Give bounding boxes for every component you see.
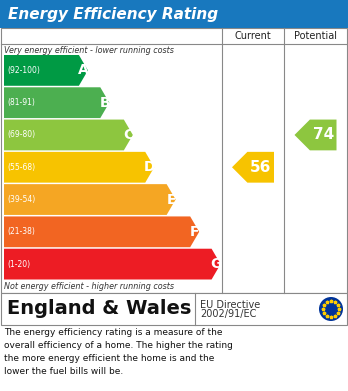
Text: B: B — [100, 96, 110, 110]
Text: F: F — [190, 225, 199, 239]
Text: (39-54): (39-54) — [7, 195, 35, 204]
Polygon shape — [4, 87, 109, 118]
Text: Not energy efficient - higher running costs: Not energy efficient - higher running co… — [4, 282, 174, 291]
Text: (1-20): (1-20) — [7, 260, 30, 269]
Text: England & Wales: England & Wales — [7, 300, 191, 319]
Text: C: C — [123, 128, 134, 142]
Text: (55-68): (55-68) — [7, 163, 35, 172]
Text: EU Directive: EU Directive — [200, 300, 260, 310]
Text: D: D — [144, 160, 156, 174]
Text: (81-91): (81-91) — [7, 98, 35, 107]
Text: (21-38): (21-38) — [7, 227, 35, 236]
Text: (92-100): (92-100) — [7, 66, 40, 75]
Polygon shape — [294, 120, 337, 151]
Text: The energy efficiency rating is a measure of the
overall efficiency of a home. T: The energy efficiency rating is a measur… — [4, 328, 233, 375]
Text: Energy Efficiency Rating: Energy Efficiency Rating — [8, 7, 218, 22]
Text: E: E — [166, 192, 176, 206]
Polygon shape — [232, 152, 274, 183]
Bar — [1, 293, 347, 325]
Text: Potential: Potential — [294, 31, 337, 41]
Polygon shape — [4, 184, 176, 215]
Text: A: A — [78, 63, 89, 77]
Text: 56: 56 — [250, 160, 271, 175]
Circle shape — [319, 297, 343, 321]
Text: 74: 74 — [313, 127, 334, 142]
Polygon shape — [4, 120, 133, 151]
Text: (69-80): (69-80) — [7, 131, 35, 140]
Text: 2002/91/EC: 2002/91/EC — [200, 309, 256, 319]
Text: G: G — [211, 257, 222, 271]
Text: Very energy efficient - lower running costs: Very energy efficient - lower running co… — [4, 46, 174, 55]
Polygon shape — [4, 152, 154, 183]
Bar — [1, 28, 347, 293]
Bar — [0, 0, 348, 28]
Polygon shape — [4, 217, 199, 247]
Polygon shape — [4, 249, 221, 280]
Text: Current: Current — [235, 31, 271, 41]
Polygon shape — [4, 55, 88, 86]
